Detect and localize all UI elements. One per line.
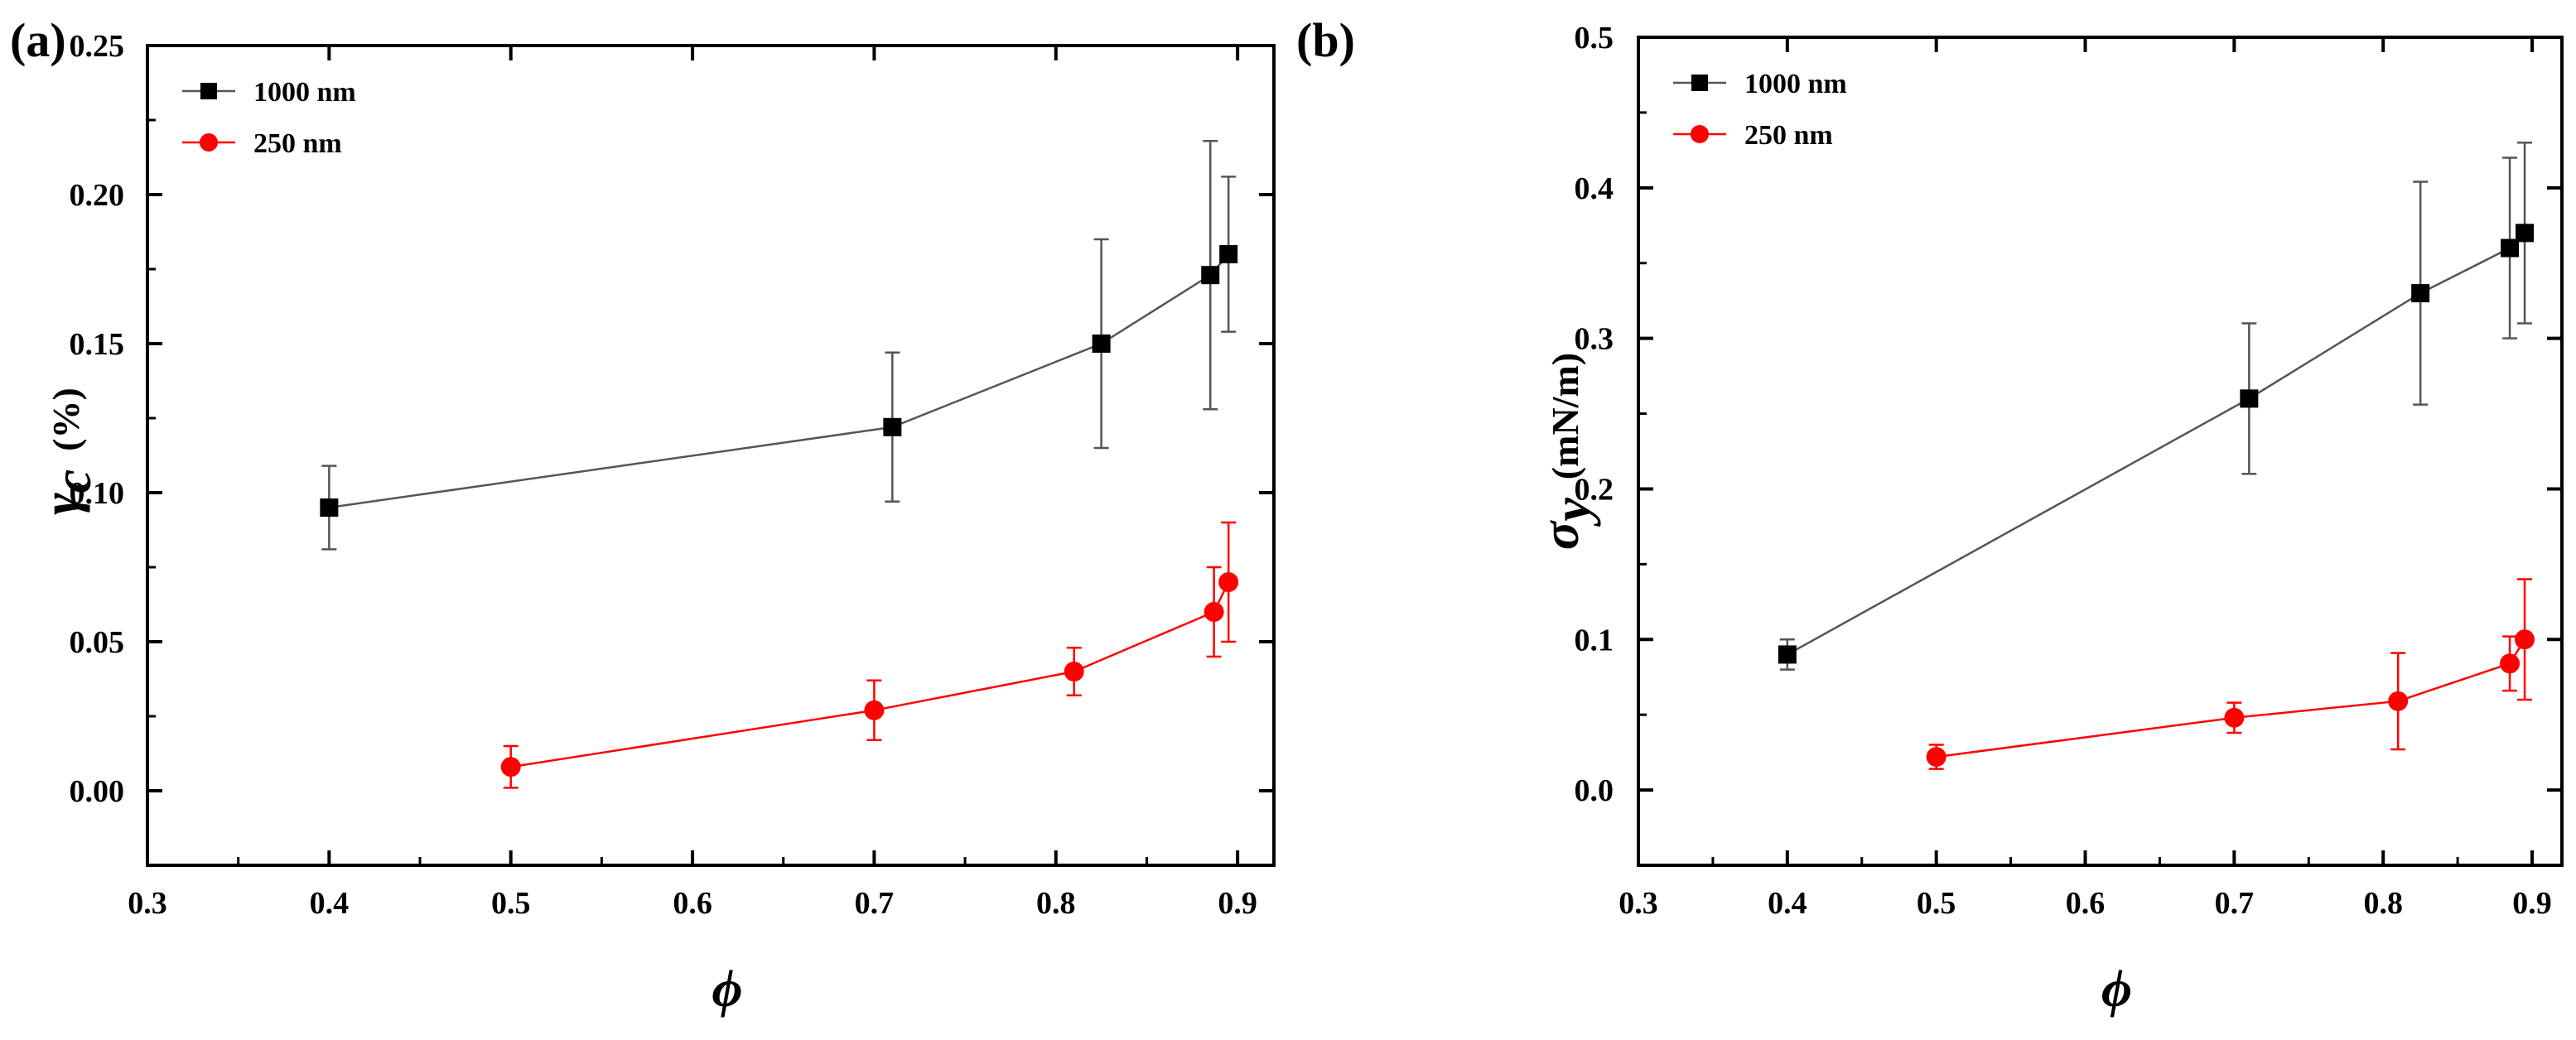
y-tick-label: 0.2 — [1575, 472, 1614, 507]
y-tick-label: 0.3 — [1575, 322, 1614, 357]
series-line — [329, 253, 1230, 509]
series-1000nm — [1778, 142, 2535, 671]
x-tick-label: 0.9 — [2512, 886, 2552, 921]
y-tick-label: 0.4 — [1575, 171, 1614, 206]
data-point-square — [1778, 645, 1797, 664]
y-axis-symbol: σ — [1531, 520, 1589, 550]
x-tick-label: 0.6 — [673, 886, 712, 921]
x-tick-label: 0.8 — [1036, 886, 1076, 921]
data-point-circle — [864, 700, 885, 720]
chart-panel-b: (b) 0.3 0.4 0.5 0.6 0.7 0.8 0.9 0.0 0.1 0.2 0.3 0.4… — [1288, 0, 2576, 1036]
legend-label: 1000 nm — [253, 77, 356, 108]
legend-label: 250 nm — [253, 128, 342, 159]
data-point-circle — [2388, 691, 2409, 711]
x-tick-label: 0.5 — [1917, 886, 1956, 921]
series-250nm — [1926, 578, 2535, 770]
data-point-square — [2501, 238, 2520, 258]
data-point-circle — [1926, 747, 1946, 768]
legend-marker-square — [1691, 75, 1708, 91]
y-axis-unit: (mN/m) — [1544, 353, 1586, 479]
x-axis-label: ϕ — [2101, 959, 2132, 1018]
y-axis-label: γc (%) — [31, 388, 102, 515]
plot-frame — [1637, 36, 2564, 867]
x-tick-label: 0.3 — [128, 886, 167, 921]
y-tick-label: 0.20 — [70, 178, 125, 213]
legend-marker-square — [200, 83, 217, 99]
legend-label: 1000 nm — [1744, 69, 1847, 99]
chart-b-svg: (b) 0.3 0.4 0.5 0.6 0.7 0.8 0.9 0.0 0.1 0.2 0.3 0.4… — [1296, 13, 2564, 1018]
x-tick-label: 0.7 — [855, 886, 895, 921]
legend-marker-circle — [200, 133, 218, 152]
plot-frame — [146, 44, 1276, 867]
data-point-square — [2240, 389, 2259, 408]
x-tick-label: 0.4 — [310, 886, 350, 921]
data-point-square — [1092, 335, 1111, 353]
y-tick-label: 0.25 — [70, 29, 125, 64]
x-tick-label: 0.3 — [1618, 886, 1658, 921]
x-tick-label: 0.6 — [2066, 886, 2106, 921]
panel-label-b: (b) — [1296, 13, 1355, 67]
data-point-circle — [2500, 653, 2521, 674]
y-tick-label: 0.1 — [1575, 623, 1614, 657]
data-point-square — [320, 498, 339, 517]
series-line — [1936, 638, 2526, 758]
data-point-square — [1219, 245, 1238, 263]
legend-label: 250 nm — [1744, 120, 1833, 151]
x-tick-label: 0.7 — [2215, 886, 2255, 921]
y-tick-label: 0.0 — [1575, 773, 1614, 808]
panel-label-a: (a) — [10, 13, 66, 67]
data-point-circle — [1204, 602, 1224, 622]
chart-a-svg: (a) 0.3 0.4 0.5 0.6 0.7 0.8 0.9 0.00 0.05 0.10 0.1… — [10, 13, 1276, 1018]
x-tick-label: 0.5 — [491, 886, 531, 921]
data-point-circle — [500, 757, 521, 778]
data-point-square — [883, 417, 902, 436]
data-point-square — [2516, 224, 2535, 243]
y-tick-label: 0.5 — [1575, 21, 1614, 55]
y-tick-label: 0.10 — [70, 476, 125, 511]
data-point-circle — [2224, 707, 2245, 728]
y-tick-label: 0.05 — [70, 625, 125, 660]
y-axis-label: σy(mN/m) — [1531, 353, 1601, 550]
data-point-circle — [2515, 629, 2535, 650]
y-tick-label: 0.15 — [70, 327, 125, 362]
y-axis-unit: (%) — [45, 388, 87, 451]
data-point-square — [2411, 284, 2430, 303]
y-tick-label: 0.00 — [70, 774, 125, 809]
data-point-circle — [1064, 662, 1084, 681]
series-250nm — [500, 521, 1239, 789]
x-tick-label: 0.8 — [2363, 886, 2403, 921]
data-point-square — [1201, 266, 1220, 285]
y-axis-subscript: c — [43, 469, 102, 493]
legend-marker-circle — [1691, 125, 1709, 143]
chart-panel-a: (a) 0.3 0.4 0.5 0.6 0.7 0.8 0.9 0.00 0.05 0.10 0.1… — [0, 0, 1288, 1036]
series-1000nm — [320, 139, 1238, 551]
x-tick-label: 0.9 — [1218, 886, 1257, 921]
data-point-circle — [1218, 572, 1239, 592]
y-axis-symbol: γ — [31, 493, 90, 515]
x-tick-label: 0.4 — [1768, 886, 1807, 921]
x-axis-label: ϕ — [712, 959, 742, 1018]
